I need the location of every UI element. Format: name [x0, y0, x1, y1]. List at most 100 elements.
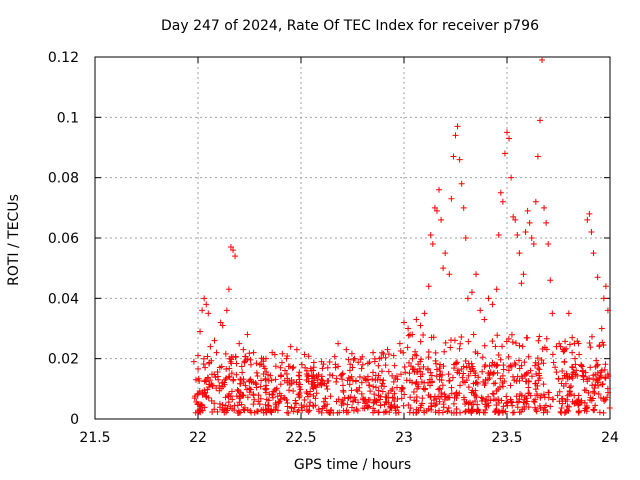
- data-point: [562, 338, 569, 345]
- data-point: [576, 351, 583, 358]
- data-point: [510, 213, 517, 220]
- data-point: [450, 400, 457, 407]
- data-point: [470, 390, 477, 397]
- data-point: [532, 198, 539, 205]
- data-points: [190, 57, 613, 416]
- data-point: [299, 407, 306, 414]
- data-point: [421, 407, 428, 414]
- data-point: [602, 396, 609, 403]
- data-point: [556, 388, 563, 395]
- data-point: [219, 322, 226, 329]
- data-point: [454, 123, 461, 130]
- data-point: [238, 363, 245, 370]
- data-point: [327, 393, 334, 400]
- data-point: [407, 405, 414, 412]
- data-point: [217, 319, 224, 326]
- data-point: [372, 372, 379, 379]
- data-point: [268, 407, 275, 414]
- data-point: [514, 399, 521, 406]
- data-point: [379, 349, 386, 356]
- data-point: [519, 343, 526, 350]
- data-point: [204, 353, 211, 360]
- data-point: [416, 365, 423, 372]
- data-point: [525, 353, 532, 360]
- data-point: [378, 368, 385, 375]
- data-point: [401, 363, 408, 370]
- data-point: [409, 331, 416, 338]
- data-point: [344, 401, 351, 408]
- data-point: [586, 339, 593, 346]
- data-point: [323, 382, 330, 389]
- data-point: [405, 325, 412, 332]
- data-point: [228, 388, 235, 395]
- data-point: [374, 376, 381, 383]
- data-point: [602, 361, 609, 368]
- data-point: [222, 394, 229, 401]
- data-point: [345, 394, 352, 401]
- data-point: [516, 377, 523, 384]
- y-tick-label: 0: [70, 412, 79, 428]
- data-point: [472, 372, 479, 379]
- data-point: [240, 346, 247, 353]
- data-point: [595, 382, 602, 389]
- data-point: [339, 397, 346, 404]
- data-point: [417, 358, 424, 365]
- data-point: [435, 393, 442, 400]
- data-point: [460, 363, 467, 370]
- data-point: [462, 235, 469, 241]
- data-point: [239, 392, 246, 399]
- data-point: [290, 364, 297, 371]
- data-point: [313, 390, 320, 397]
- data-point: [516, 357, 523, 364]
- data-point: [366, 382, 373, 389]
- data-point: [473, 271, 480, 278]
- data-point: [437, 361, 444, 368]
- data-point: [364, 360, 371, 367]
- data-point: [584, 376, 591, 383]
- data-point: [432, 357, 439, 364]
- data-point: [394, 396, 401, 403]
- data-point: [353, 386, 360, 393]
- data-point: [599, 380, 606, 387]
- data-point: [598, 325, 605, 332]
- data-point: [301, 396, 308, 403]
- data-point: [296, 376, 303, 383]
- data-point: [534, 355, 541, 362]
- data-point: [240, 392, 247, 399]
- data-point: [372, 384, 379, 391]
- data-point: [540, 381, 547, 388]
- data-point: [355, 399, 362, 406]
- data-point: [409, 355, 416, 362]
- data-point: [495, 386, 502, 393]
- data-point: [223, 307, 230, 314]
- data-point: [405, 332, 412, 339]
- data-point: [516, 250, 523, 257]
- data-point: [556, 398, 563, 405]
- data-point: [339, 376, 346, 383]
- data-point: [479, 395, 486, 402]
- x-tick-label: 21.5: [79, 430, 110, 446]
- data-point: [490, 380, 497, 387]
- data-point: [382, 408, 389, 415]
- data-point: [594, 274, 601, 281]
- data-point: [578, 399, 585, 406]
- data-point: [489, 390, 496, 397]
- data-point: [301, 351, 308, 358]
- data-point: [481, 342, 488, 349]
- data-point: [284, 400, 291, 407]
- data-point: [536, 117, 543, 124]
- data-point: [420, 363, 427, 370]
- data-point: [547, 403, 554, 410]
- data-point: [336, 409, 343, 416]
- data-point: [315, 406, 322, 413]
- data-point: [425, 405, 432, 412]
- data-point: [507, 382, 514, 389]
- data-point: [225, 286, 232, 293]
- data-point: [266, 391, 273, 398]
- data-point: [382, 393, 389, 400]
- data-point: [524, 207, 531, 214]
- data-point: [448, 195, 455, 202]
- data-point: [528, 373, 535, 380]
- data-point: [440, 363, 447, 370]
